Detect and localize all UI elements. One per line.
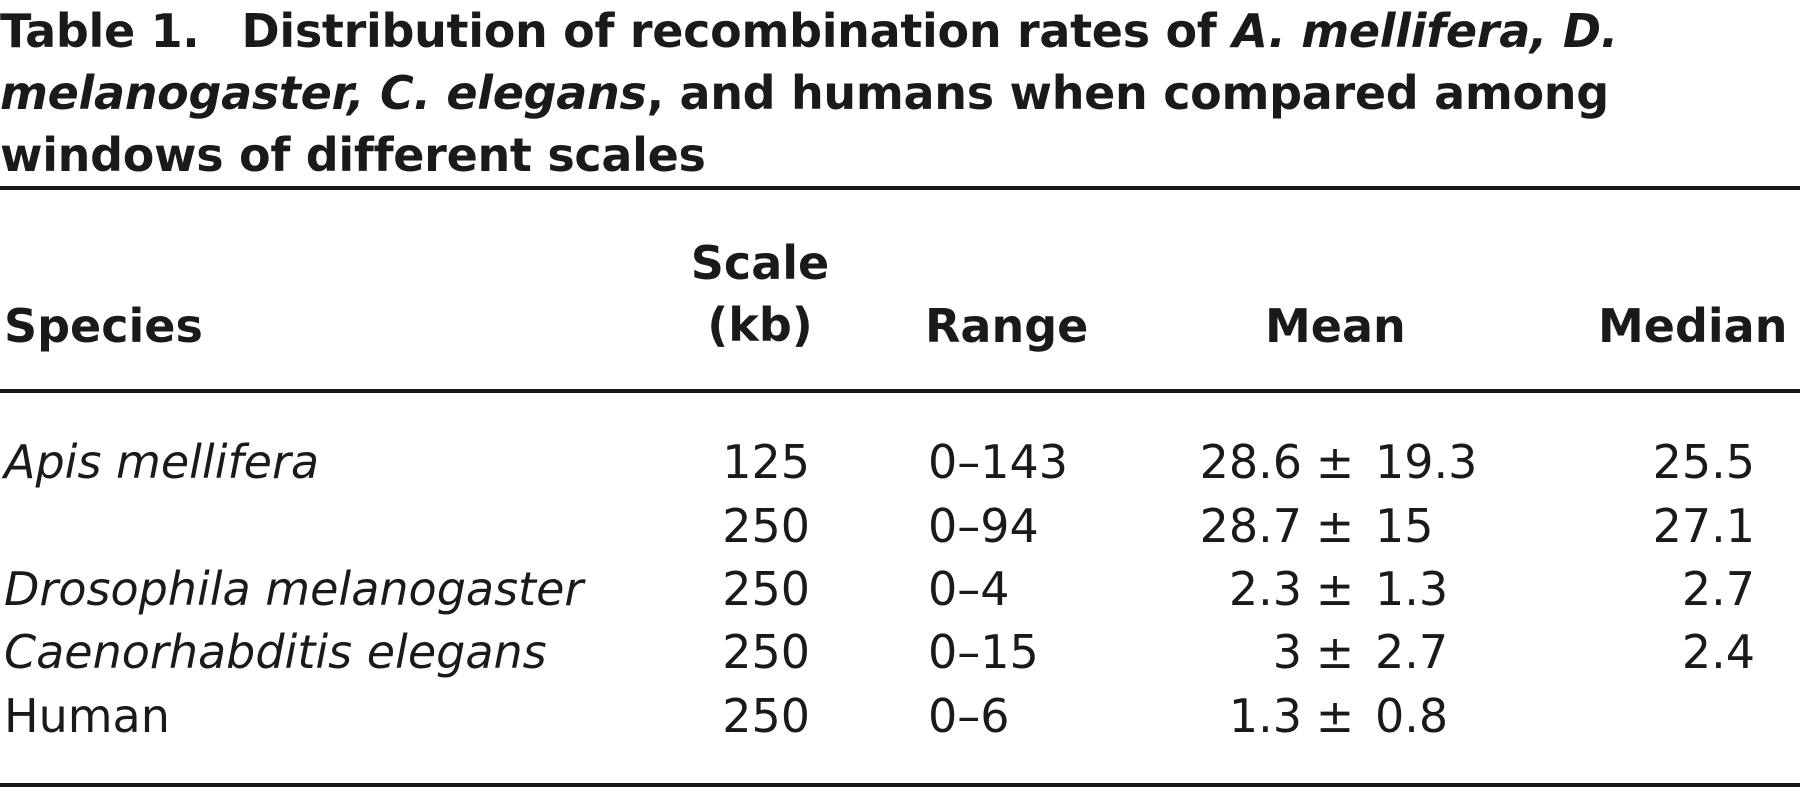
cell-sd: 0.8 <box>1375 689 1449 743</box>
cell-mean: 2.3 <box>1228 562 1302 616</box>
header-mean: Mean <box>1265 299 1406 353</box>
table-row: 250 0–94 28.7 ± 15 27.1 <box>0 494 1800 558</box>
caption-text: Distribution of recombination rates of <box>241 4 1233 58</box>
header-scale-line2: (kb) <box>707 298 813 352</box>
cell-sd: 19.3 <box>1375 435 1478 489</box>
cell-mean: 1.3 <box>1228 689 1302 743</box>
bottom-rule <box>0 783 1800 787</box>
cell-sd: 1.3 <box>1375 562 1449 616</box>
header-scale: Scale (kb) <box>690 232 830 356</box>
plus-minus-symbol: ± <box>1315 499 1355 553</box>
cell-species: Apis mellifera <box>4 435 320 489</box>
cell-mean: 28.6 <box>1199 435 1302 489</box>
caption-species: A. mellifera, D. melanogaster, C. elegan… <box>0 4 1618 120</box>
cell-scale: 125 <box>722 435 810 489</box>
cell-species: Human <box>4 689 170 743</box>
table-row: Caenorhabditis elegans 250 0–15 3 ± 2.7 … <box>0 620 1800 684</box>
header-rule <box>0 389 1800 393</box>
cell-median: 2.7 <box>1681 562 1755 616</box>
table-row: Human 250 0–6 1.3 ± 0.8 <box>0 684 1800 748</box>
plus-minus-symbol: ± <box>1315 562 1355 616</box>
cell-range: 0–15 <box>928 625 1039 679</box>
header-range: Range <box>925 299 1089 353</box>
cell-species: Caenorhabditis elegans <box>4 625 547 679</box>
cell-median: 25.5 <box>1652 435 1755 489</box>
header-median: Median <box>1598 299 1788 353</box>
cell-range: 0–6 <box>928 689 1010 743</box>
cell-median: 27.1 <box>1652 499 1755 553</box>
header-scale-line1: Scale <box>690 236 830 290</box>
cell-species: Drosophila melanogaster <box>4 562 584 616</box>
cell-sd: 2.7 <box>1375 625 1449 679</box>
cell-mean: 28.7 <box>1199 499 1302 553</box>
plus-minus-symbol: ± <box>1315 625 1355 679</box>
cell-mean: 3 <box>1272 625 1302 679</box>
cell-median: 2.4 <box>1681 625 1755 679</box>
cell-sd: 15 <box>1375 499 1434 553</box>
cell-range: 0–4 <box>928 562 1010 616</box>
cell-scale: 250 <box>722 499 810 553</box>
cell-range: 0–143 <box>928 435 1069 489</box>
table-label: Table 1. <box>0 4 200 58</box>
table-caption: Table 1. Distribution of recombination ra… <box>0 0 1760 186</box>
top-rule <box>0 186 1800 190</box>
header-species: Species <box>4 299 203 353</box>
cell-scale: 250 <box>722 689 810 743</box>
caption-text-end: , and humans when compared among windows… <box>0 66 1609 182</box>
plus-minus-symbol: ± <box>1315 689 1355 743</box>
table-row: Apis mellifera 125 0–143 28.6 ± 19.3 25.… <box>0 430 1800 494</box>
table-row: Drosophila melanogaster 250 0–4 2.3 ± 1.… <box>0 557 1800 621</box>
cell-scale: 250 <box>722 562 810 616</box>
cell-scale: 250 <box>722 625 810 679</box>
cell-range: 0–94 <box>928 499 1039 553</box>
plus-minus-symbol: ± <box>1315 435 1355 489</box>
